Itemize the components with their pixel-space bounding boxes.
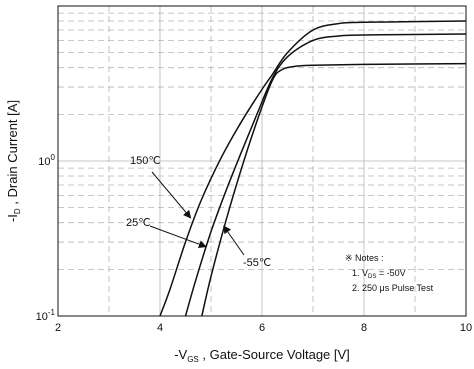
annotation-arrow-2: [223, 225, 245, 256]
notes-title: ※ Notes :: [345, 253, 384, 263]
notes-line-1: 1. VDS = -50V: [352, 268, 406, 280]
annotation-layer: 150℃ 25℃ -55℃: [126, 155, 271, 269]
series-layer: [159, 20, 467, 317]
y-axis-label: -ID , Drain Current [A]: [5, 100, 22, 222]
plot-frame: [57, 5, 467, 317]
x-axis-label: -VGS , Gate-Source Voltage [V]: [174, 347, 350, 364]
y-tick-label: 10-1: [36, 308, 56, 323]
x-axis-label-prefix: -V: [174, 347, 187, 362]
y-tick-label: 100: [38, 153, 55, 168]
series-label-2: -55℃: [243, 257, 271, 269]
series-line-2: [201, 62, 467, 317]
x-tick-label: 10: [460, 322, 472, 334]
x-tick-label: 2: [55, 322, 61, 334]
notes-line-1-rest: = -50V: [376, 268, 405, 278]
x-tick-label: 8: [361, 322, 367, 334]
annotation-arrow-1: [149, 225, 207, 249]
x-axis-label-rest: , Gate-Source Voltage [V]: [199, 347, 350, 362]
y-axis-label-prefix: -I: [5, 214, 20, 222]
annotation-arrow-0: [151, 171, 192, 219]
series-label-1: 25℃: [126, 217, 151, 229]
x-tick-label: 6: [259, 322, 265, 334]
notes-line-1-sub: DS: [368, 274, 376, 280]
notes-box: ※ Notes : 1. VDS = -50V 2. 250 μs Pulse …: [345, 253, 434, 293]
notes-line-1-prefix: 1. V: [352, 268, 368, 278]
tick-labels: 2 4 6 8 10 10-1 100: [36, 153, 473, 334]
y-axis-label-sub: D: [13, 208, 22, 214]
x-tick-label: 4: [157, 322, 163, 334]
notes-line-2: 2. 250 μs Pulse Test: [352, 283, 434, 293]
series-label-0: 150℃: [130, 155, 161, 167]
series-line-0: [159, 20, 467, 317]
y-axis-label-rest: , Drain Current [A]: [5, 100, 20, 208]
x-axis-label-sub: GS: [187, 355, 199, 364]
series-line-1: [184, 33, 467, 317]
grid-lines: [58, 6, 466, 316]
